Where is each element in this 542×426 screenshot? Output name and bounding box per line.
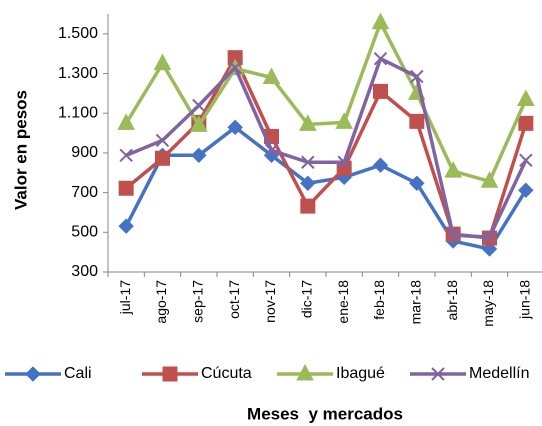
point (189, 115, 208, 132)
legend-marker (162, 366, 178, 382)
legend-label: Medellín (469, 365, 529, 382)
point (519, 153, 533, 167)
x-tick-label: nov-17 (262, 280, 278, 323)
point (335, 112, 353, 129)
point (192, 98, 206, 113)
y-tick-label: 700 (71, 184, 98, 201)
point (118, 218, 134, 234)
x-tick-label: abr-18 (444, 280, 460, 321)
point (117, 113, 136, 130)
point (264, 143, 279, 158)
point (227, 119, 243, 136)
point (301, 155, 315, 169)
point (299, 114, 317, 131)
x-tick-label: may-18 (480, 280, 496, 327)
point (191, 147, 207, 164)
point (516, 89, 535, 107)
legend-marker (296, 363, 314, 381)
point (373, 83, 388, 99)
x-tick-label: jul-17 (117, 280, 133, 315)
legend-marker (431, 367, 445, 381)
point (155, 150, 170, 166)
legend-label: Cúcuta (201, 365, 252, 382)
x-tick-label: dic-17 (299, 280, 315, 318)
x-axis-title: Meses y mercados (247, 404, 403, 423)
y-tick-label: 500 (71, 224, 98, 241)
point (155, 133, 170, 148)
point (409, 175, 425, 191)
series-line (125, 56, 528, 239)
point (300, 175, 316, 191)
point (372, 157, 389, 173)
point (482, 230, 497, 244)
point (337, 155, 351, 169)
y-tick-label: 300 (71, 263, 98, 280)
point (409, 113, 425, 129)
point (518, 182, 534, 198)
point (518, 115, 534, 131)
y-tick-label: 1.100 (58, 104, 98, 121)
x-tick-label: ene-18 (335, 280, 351, 324)
point (480, 171, 499, 188)
point (262, 67, 281, 85)
y-tick-label: 1.300 (58, 65, 98, 82)
point (446, 228, 460, 242)
legend-label: Ibagué (336, 365, 385, 382)
series-line (124, 20, 528, 184)
point (118, 180, 134, 196)
point (410, 69, 424, 84)
x-tick-label: mar-18 (408, 280, 424, 325)
point (444, 161, 462, 178)
point (153, 53, 172, 71)
x-tick-label: jun-18 (517, 280, 533, 320)
y-axis-title: Valor en pesos (11, 90, 30, 210)
y-tick-label: 900 (71, 144, 98, 161)
legend-marker (25, 366, 41, 382)
x-tick-label: oct-17 (226, 280, 242, 319)
point (119, 148, 133, 163)
point (373, 51, 388, 66)
point (300, 198, 316, 214)
point (228, 60, 242, 75)
series-line (125, 55, 528, 240)
y-tick-label: 1.500 (58, 25, 98, 42)
x-tick-label: ago-17 (153, 280, 169, 324)
x-tick-label: feb-18 (371, 280, 387, 320)
legend-label: Cali (64, 365, 92, 382)
point (371, 12, 390, 30)
x-tick-label: sep-17 (190, 280, 206, 323)
